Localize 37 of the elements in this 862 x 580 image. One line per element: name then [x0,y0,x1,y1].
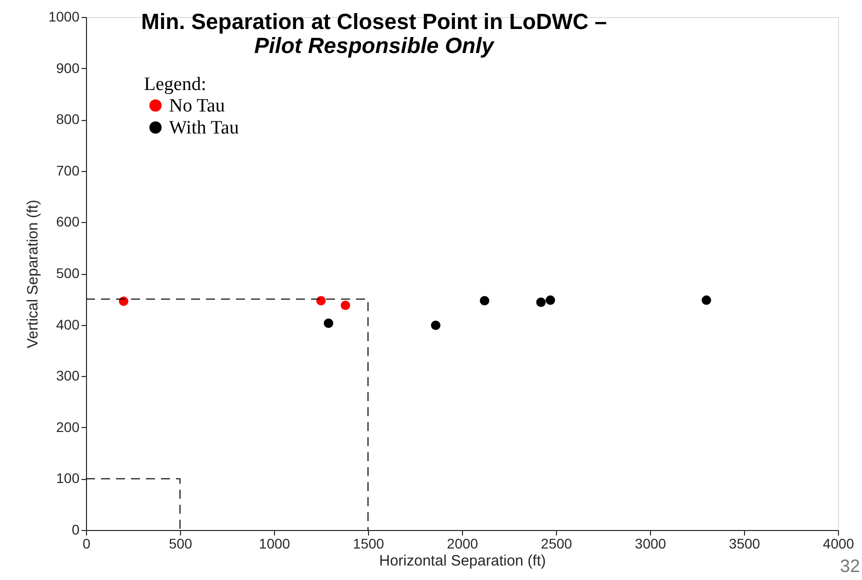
legend-label: With Tau [169,118,240,138]
point [702,295,712,305]
x-tick-label: 2000 [446,536,478,552]
y-tick-label: 300 [56,368,80,384]
text: Pilot Responsible Only [254,33,496,58]
point [118,296,128,306]
y-tick-label: 800 [56,111,80,128]
y-tick-label: 600 [56,214,80,230]
x-axis-title: Horizontal Separation (ft) [379,552,546,570]
y-tick-label: 200 [56,418,80,435]
y-tick-label: 400 [56,316,80,332]
point [340,300,350,310]
y-tick-label: 1000 [48,8,80,24]
y-tick-label: 100 [56,470,80,486]
y-tick-label: 500 [56,265,80,281]
x-tick-label: 1500 [352,536,384,552]
y-tick-label: 0 [72,522,80,538]
point [536,297,546,307]
y-tick-label: 700 [56,162,80,178]
point [430,320,440,330]
point [546,295,556,305]
legend-label: No Tau [169,96,226,116]
x-tick-label: 2500 [540,536,572,552]
x-tick-label: 0 [82,536,91,552]
chart-title: Min. Separation at Closest Point in LoDWC – [141,9,607,34]
x-tick-label: 1000 [258,536,290,552]
x-tick-label: 3500 [728,536,760,552]
point [316,296,326,306]
x-tick-label: 3000 [634,536,666,552]
y-tick-label: 900 [56,60,80,76]
x-tick-label: 4000 [822,536,854,552]
x-tick-label: 500 [168,536,192,552]
point [480,296,490,306]
y-axis-title: Vertical Separation (ft) [24,200,42,348]
text: 32 [840,556,860,576]
point [324,318,334,328]
legend-title: Legend: [144,74,206,95]
